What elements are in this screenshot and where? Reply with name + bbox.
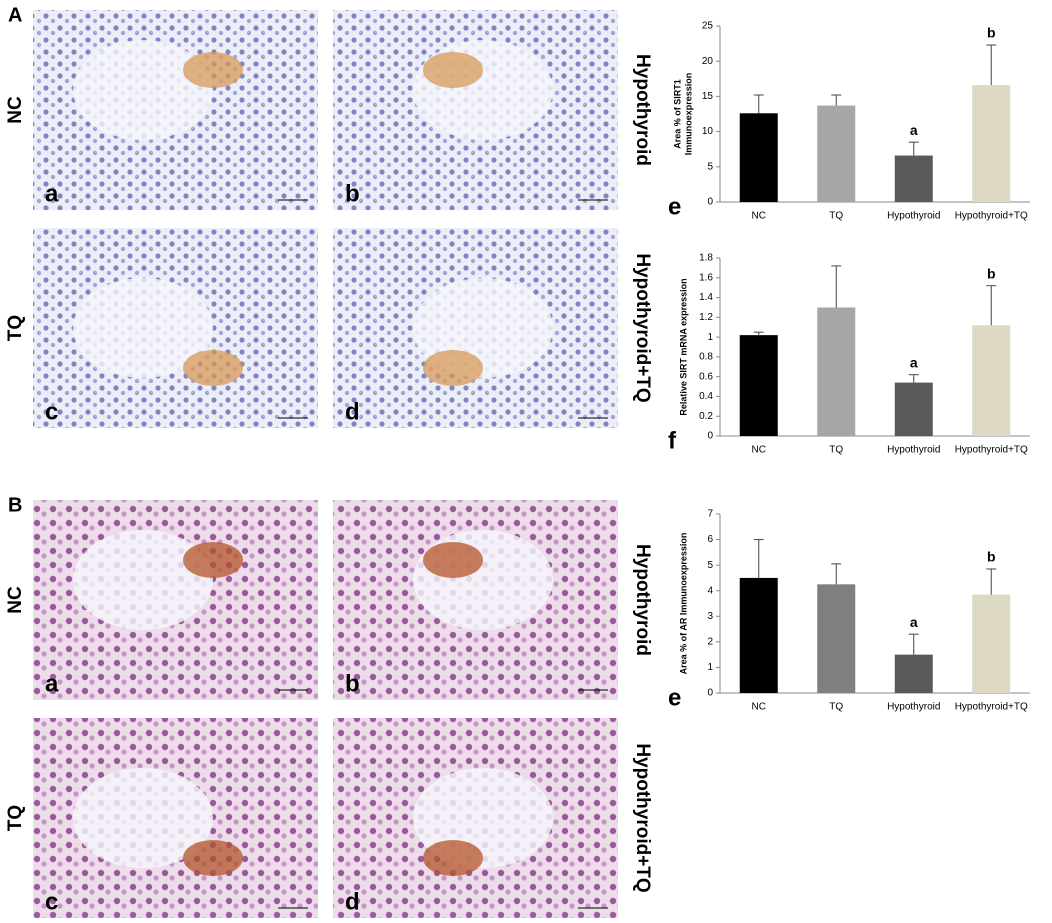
y-tick-label: 5 [707, 560, 713, 571]
row-label: NC [5, 96, 26, 124]
tubule-lumen [73, 40, 213, 140]
x-tick-label: Hypothyroid [887, 702, 940, 713]
x-tick-label: TQ [829, 702, 843, 713]
y-tick-label: 5 [707, 161, 713, 172]
y-axis-label: Area % of SIRT1 [672, 79, 682, 149]
image-letter: c [45, 398, 58, 425]
interstitium [183, 840, 243, 876]
x-tick-label: Hypothyroid [887, 211, 940, 222]
tubule-lumen [73, 530, 213, 630]
bar [894, 382, 933, 436]
group-label: Hypothyroid [632, 54, 653, 166]
chart-panel-letter: f [668, 427, 677, 454]
tubule-lumen [413, 40, 553, 140]
group-label: Hypothyroid [632, 544, 653, 656]
bar [817, 105, 856, 202]
y-tick-label: 0.4 [699, 391, 713, 402]
y-tick-label: 3 [707, 611, 713, 622]
y-tick-label: 6 [707, 534, 713, 545]
y-tick-label: 10 [702, 126, 714, 137]
interstitium [423, 840, 483, 876]
row-label: TQ [5, 805, 26, 831]
chart-panel-letter: e [668, 684, 681, 711]
chart-panel-letter: e [668, 193, 681, 220]
y-tick-label: 7 [707, 509, 713, 520]
panel-letter: A [8, 4, 22, 26]
interstitium [423, 350, 483, 386]
y-tick-label: 2 [707, 636, 713, 647]
x-tick-label: TQ [829, 445, 843, 456]
image-letter: a [45, 180, 59, 207]
x-tick-label: NC [752, 211, 766, 222]
significance-letter: b [987, 25, 996, 41]
group-label: Hypothyroid+TQ [632, 253, 653, 402]
image-letter: c [45, 888, 58, 915]
y-tick-label: 4 [707, 585, 713, 596]
image-letter: d [345, 398, 360, 425]
bar [894, 654, 933, 693]
row-label: TQ [5, 315, 26, 341]
x-tick-label: NC [752, 702, 766, 713]
bar [739, 113, 778, 202]
panel-letter: B [8, 494, 22, 516]
y-axis-label: Area % of AR Immunoexpression [678, 533, 688, 675]
y-tick-label: 0 [707, 688, 713, 699]
bar [817, 307, 856, 436]
interstitium [183, 52, 243, 88]
bar [739, 577, 778, 693]
x-tick-label: NC [752, 445, 766, 456]
y-axis-label: Immunoexpression [683, 73, 693, 156]
x-tick-label: Hypothyroid+TQ [955, 702, 1028, 713]
y-tick-label: 0.2 [699, 411, 713, 422]
group-label: Hypothyroid+TQ [632, 743, 653, 892]
bar [972, 594, 1011, 693]
significance-letter: a [910, 122, 918, 138]
x-tick-label: TQ [829, 211, 843, 222]
y-tick-label: 20 [702, 56, 714, 67]
y-tick-label: 25 [702, 21, 714, 32]
bar [817, 584, 856, 693]
bar [972, 325, 1011, 436]
row-label: NC [5, 586, 26, 614]
image-letter: b [345, 180, 360, 207]
y-tick-label: 1.4 [699, 292, 713, 303]
y-tick-label: 1 [707, 332, 713, 343]
significance-letter: a [910, 354, 918, 370]
significance-letter: b [987, 265, 996, 281]
tubule-lumen [73, 768, 213, 868]
bar [894, 155, 933, 202]
image-letter: a [45, 670, 59, 697]
x-tick-label: Hypothyroid+TQ [955, 211, 1028, 222]
x-tick-label: Hypothyroid+TQ [955, 445, 1028, 456]
interstitium [423, 542, 483, 578]
tubule-lumen [413, 530, 553, 630]
y-tick-label: 1.2 [699, 312, 713, 323]
interstitium [423, 52, 483, 88]
y-tick-label: 1 [707, 662, 713, 673]
bar [739, 335, 778, 436]
y-tick-label: 0 [707, 197, 713, 208]
y-tick-label: 0.8 [699, 352, 713, 363]
interstitium [183, 542, 243, 578]
x-tick-label: Hypothyroid [887, 445, 940, 456]
y-tick-label: 0.6 [699, 371, 713, 382]
y-tick-label: 15 [702, 91, 714, 102]
y-tick-label: 1.8 [699, 253, 713, 264]
image-letter: d [345, 888, 360, 915]
bar [972, 85, 1011, 202]
y-axis-label: Relative SIRT mRNA expression [678, 278, 688, 415]
image-letter: b [345, 670, 360, 697]
significance-letter: b [987, 549, 996, 565]
significance-letter: a [910, 614, 918, 630]
interstitium [183, 350, 243, 386]
tubule-lumen [73, 278, 213, 378]
y-tick-label: 0 [707, 431, 713, 442]
y-tick-label: 1.6 [699, 272, 713, 283]
